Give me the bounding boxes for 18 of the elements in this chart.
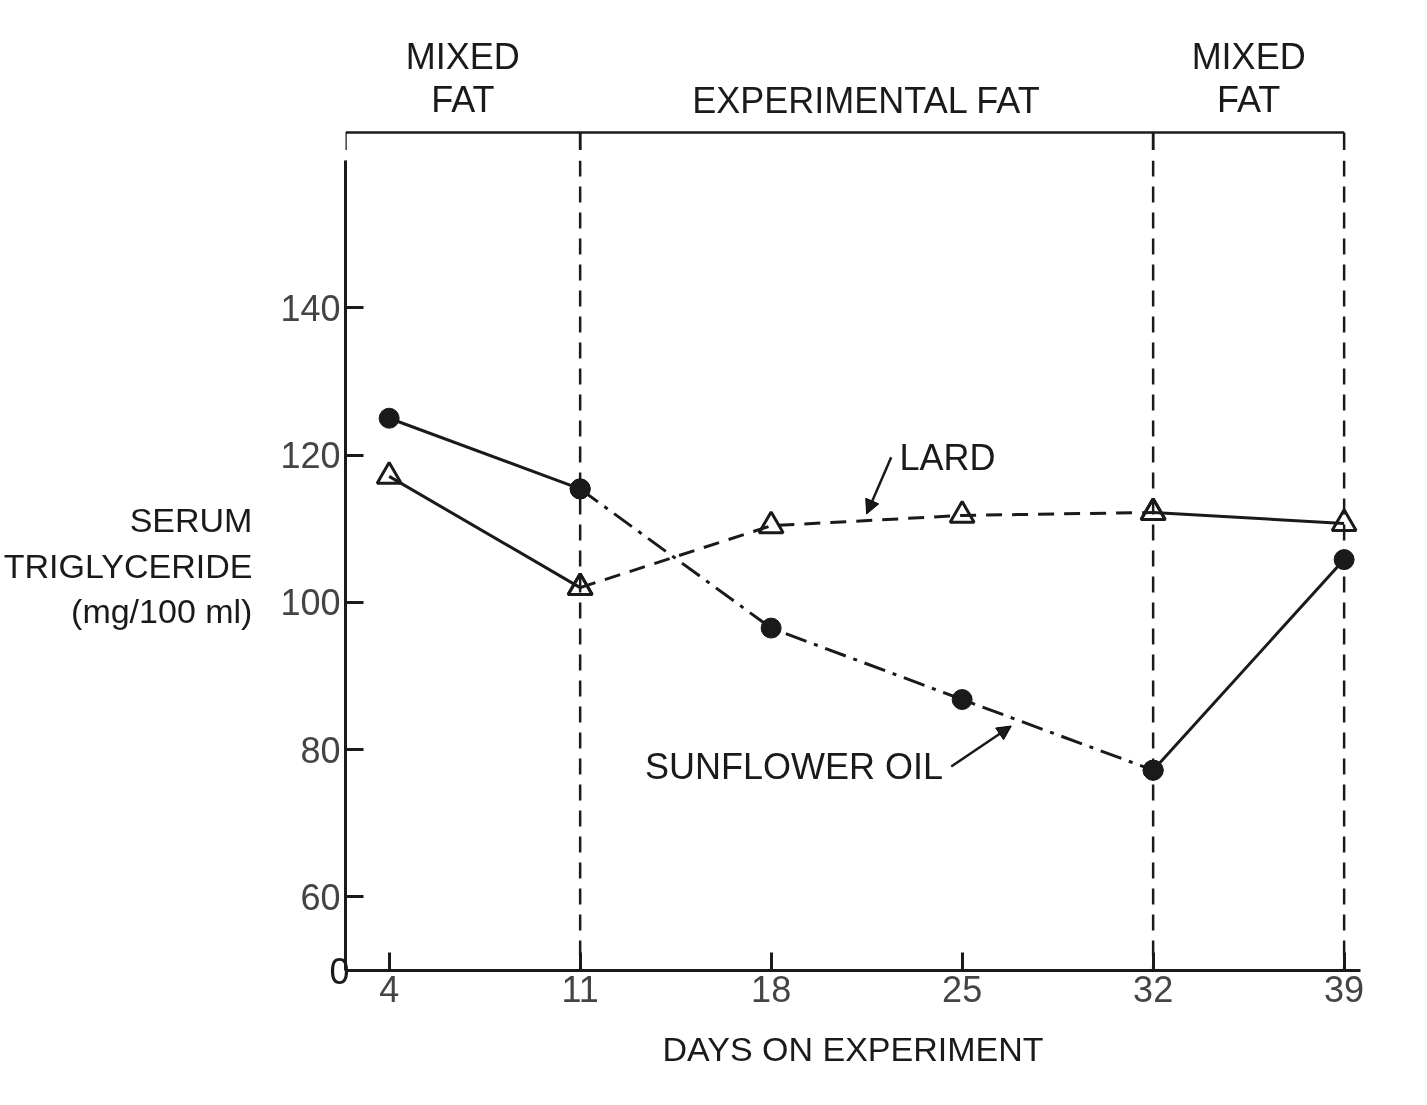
x-axis-title: DAYS ON EXPERIMENT [662,1029,1044,1068]
x-tick-label: 39 [1324,968,1365,1010]
annotation: LARD [899,436,996,478]
y-tick-label: 80 [300,729,341,771]
x-tick-label: 25 [942,968,983,1010]
x-tick-label: 4 [379,968,400,1010]
y-tick-label: 120 [280,435,341,477]
annotation: SUNFLOWER OIL [645,746,944,788]
text: EXPERIMENTAL FAT [692,79,1040,121]
y-axis-title: SERUM TRIGLYCERIDE (mg/100 ml) [3,500,253,631]
text: MIXED FAT [405,36,520,121]
x-tick-label: 32 [1133,968,1174,1010]
y-tick-label: 100 [280,582,341,624]
y-tick-label: 60 [300,876,341,918]
x-tick-label: 18 [751,968,792,1010]
x-tick-label: 11 [561,968,599,1010]
text: MIXED FAT [1191,36,1306,121]
y-tick-label: 140 [280,287,341,329]
